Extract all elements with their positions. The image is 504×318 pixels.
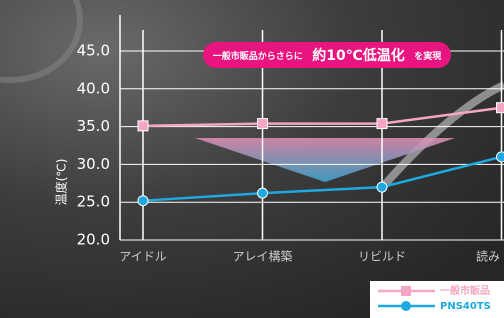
marker	[258, 188, 268, 198]
legend-marker	[401, 301, 411, 311]
annotation-part: 約10℃低温化	[312, 47, 404, 64]
x-tick-label: リビルド	[358, 250, 406, 264]
marker	[258, 119, 268, 129]
x-tick-label: アレイ構築	[232, 249, 292, 264]
y-tick-label: 20.0	[77, 231, 110, 249]
marker	[497, 103, 504, 113]
y-tick-label: 45.0	[77, 42, 110, 60]
y-tick-label: 30.0	[77, 155, 110, 173]
legend-label: PNS40TS	[440, 301, 491, 312]
y-tick-label: 25.0	[77, 193, 110, 211]
x-tick-label: アイドル	[119, 250, 166, 264]
marker	[497, 152, 504, 162]
y-tick-label: 35.0	[77, 117, 110, 135]
chart: 20.025.030.035.040.045.0アイドルアレイ構築リビルド読み …	[0, 0, 504, 318]
annotation-part: 一般市販品からさらに	[213, 50, 303, 62]
annotation-part: を実現	[414, 50, 441, 62]
marker	[138, 196, 148, 206]
y-tick-label: 40.0	[77, 79, 110, 97]
marker	[377, 182, 387, 192]
y-axis-label: 温度(℃)	[54, 159, 69, 206]
legend-label: 一般市販品	[440, 284, 490, 297]
marker	[377, 119, 387, 129]
legend-marker	[401, 286, 411, 296]
marker	[138, 121, 148, 131]
x-tick-label: 読み	[476, 249, 500, 264]
